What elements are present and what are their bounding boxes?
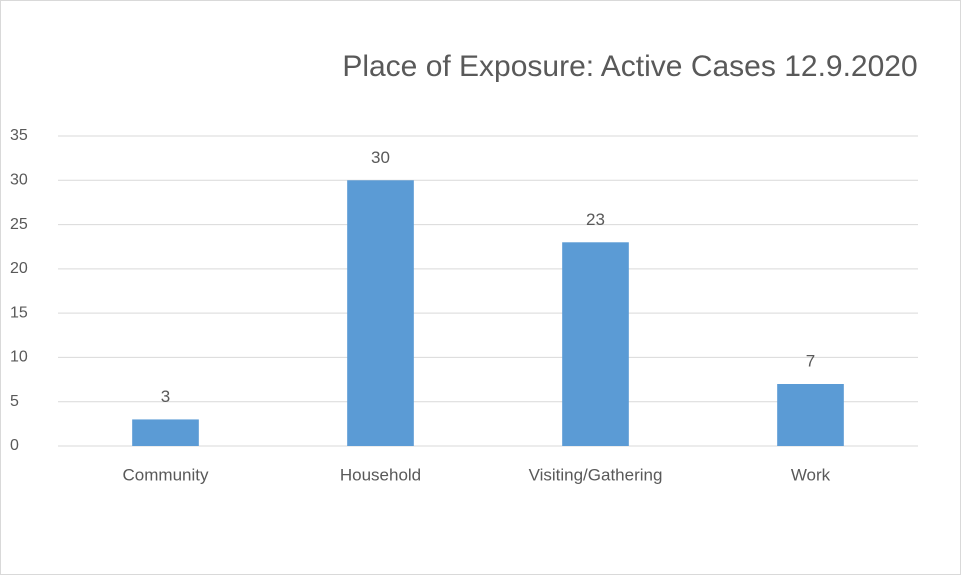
- bar: [132, 419, 199, 446]
- value-label: 7: [806, 351, 815, 370]
- bar: [562, 242, 629, 446]
- y-tick-label: 10: [10, 349, 28, 366]
- y-tick-label: 5: [10, 393, 19, 410]
- bar: [347, 180, 414, 447]
- bar: [777, 384, 844, 446]
- y-tick-label: 0: [10, 437, 19, 454]
- x-tick-label: Work: [791, 465, 831, 484]
- value-label: 3: [161, 387, 170, 406]
- chart-title: Place of Exposure: Active Cases 12.9.202…: [342, 50, 917, 83]
- y-tick-label: 30: [10, 172, 28, 189]
- x-tick-label: Community: [123, 465, 209, 484]
- x-tick-label: Household: [340, 465, 421, 484]
- value-label: 30: [371, 148, 390, 167]
- y-tick-label: 35: [10, 127, 28, 144]
- y-tick-label: 15: [10, 304, 28, 321]
- y-tick-label: 20: [10, 260, 28, 277]
- x-tick-label: Visiting/Gathering: [529, 465, 663, 484]
- y-tick-label: 25: [10, 216, 28, 233]
- value-label: 23: [586, 210, 605, 229]
